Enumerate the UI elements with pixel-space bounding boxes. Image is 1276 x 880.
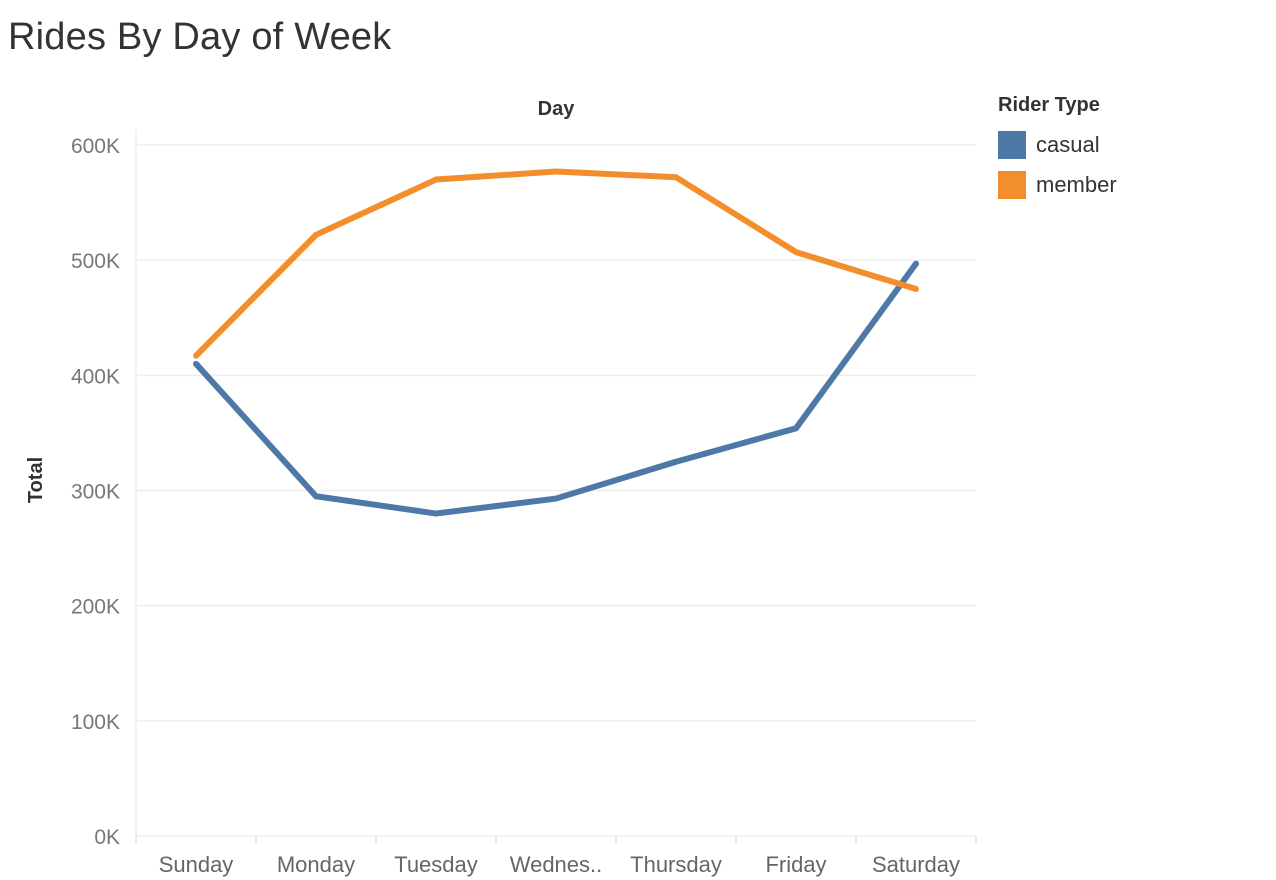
legend-swatch-casual — [998, 131, 1026, 159]
y-tick-label: 0K — [94, 826, 120, 849]
data-point-member[interactable] — [553, 168, 559, 175]
x-axis-ticks: Sunday Monday Tuesday Wednes.. Thursday Frida… — [159, 852, 960, 877]
legend-title: Rider Type — [998, 94, 1100, 116]
data-point-member[interactable] — [193, 352, 199, 359]
series-line-member[interactable] — [193, 168, 917, 358]
data-point-casual[interactable] — [673, 458, 679, 465]
series-lines — [193, 168, 919, 517]
x-tick-label: Sunday — [159, 852, 234, 877]
data-point-member[interactable] — [313, 231, 319, 238]
legend-label-member: member — [1036, 172, 1117, 197]
legend-swatch-member — [998, 171, 1026, 199]
legend-item-member[interactable]: member — [998, 165, 1117, 205]
data-point-casual[interactable] — [793, 425, 799, 432]
x-tick-label: Monday — [277, 852, 355, 877]
y-axis-ticks: 0K 100K 200K 300K 400K 500K 600K — [71, 135, 120, 849]
x-tick-label: Tuesday — [394, 852, 478, 877]
data-point-casual[interactable] — [193, 360, 199, 367]
data-point-member[interactable] — [913, 285, 919, 292]
y-tick-label: 400K — [71, 365, 120, 388]
chart-title: Rides By Day of Week — [8, 16, 392, 58]
data-point-member[interactable] — [793, 249, 799, 256]
legend-label-casual: casual — [1036, 132, 1100, 157]
y-tick-label: 500K — [71, 250, 120, 273]
series-line-casual[interactable] — [193, 261, 919, 517]
x-axis-tick-marks — [135, 836, 977, 844]
legend: Rider Type casual member — [998, 94, 1117, 205]
data-point-casual[interactable] — [913, 260, 919, 267]
x-tick-label: Thursday — [630, 852, 722, 877]
x-tick-label: Wednes.. — [510, 852, 603, 877]
data-point-casual[interactable] — [433, 510, 439, 517]
data-point-member[interactable] — [433, 176, 439, 183]
x-tick-label: Friday — [765, 852, 826, 877]
legend-item-casual[interactable]: casual — [998, 125, 1117, 165]
data-point-member[interactable] — [673, 174, 679, 181]
x-tick-label: Saturday — [872, 852, 960, 877]
y-tick-label: 600K — [71, 135, 120, 158]
y-tick-label: 200K — [71, 596, 120, 619]
data-point-casual[interactable] — [553, 495, 559, 502]
y-axis-label: Total — [25, 457, 47, 503]
data-point-casual[interactable] — [313, 493, 319, 500]
x-axis-label: Day — [538, 98, 576, 120]
grid-lines — [135, 130, 976, 837]
y-tick-label: 300K — [71, 481, 120, 504]
y-tick-label: 100K — [71, 711, 120, 734]
